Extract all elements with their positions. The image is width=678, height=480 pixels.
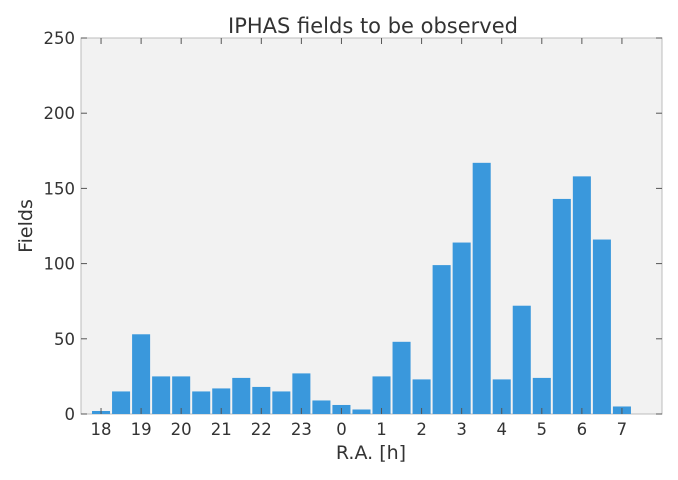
bar-23 [552,198,571,414]
bar-5 [192,391,211,414]
x-tick-label-1: 19 [131,420,152,439]
bar-19 [472,162,491,414]
y-tick-label-0: 0 [65,405,76,424]
x-tick-label-11: 5 [537,420,548,439]
bar-2 [132,334,151,414]
bar-10 [292,373,311,414]
x-tick-label-10: 4 [496,420,507,439]
y-tick-label-2: 100 [44,255,76,274]
y-tick-label-4: 200 [44,104,76,123]
bar-11 [312,400,331,414]
bar-17 [432,265,451,414]
y-axis: 0 50 100 150 200 250 [44,29,662,424]
bar-16 [412,379,431,414]
bar-14 [372,376,391,414]
bar-25 [592,239,611,414]
bar-18 [452,242,471,414]
y-tick-label-5: 250 [44,29,76,48]
bar-9 [272,391,291,414]
bar-1 [112,391,131,414]
bar-20 [492,379,511,414]
x-tick-label-9: 3 [456,420,467,439]
bars-group [92,162,631,414]
y-tick-label-3: 150 [44,179,76,198]
chart-title: IPHAS fields to be observed [228,14,518,38]
bar-24 [572,176,591,414]
x-tick-label-0: 18 [91,420,112,439]
y-tick-label-1: 50 [54,330,75,349]
bar-22 [532,377,551,414]
x-axis-label: R.A. [h] [336,442,406,464]
bar-6 [212,388,231,414]
bar-4 [172,376,191,414]
x-tick-label-6: 0 [336,420,347,439]
bar-7 [232,377,251,414]
bar-21 [512,305,531,414]
x-tick-label-8: 2 [416,420,427,439]
bar-13 [352,409,371,414]
x-tick-label-2: 20 [171,420,192,439]
x-tick-label-12: 6 [577,420,588,439]
bar-3 [152,376,171,414]
x-tick-label-7: 1 [376,420,387,439]
x-axis: 18 19 20 21 22 23 0 1 2 3 4 5 6 7 [91,38,628,439]
bar-8 [252,386,271,414]
bar-15 [392,341,411,414]
x-tick-label-13: 7 [617,420,628,439]
x-tick-label-4: 22 [251,420,272,439]
x-tick-label-5: 23 [291,420,312,439]
y-axis-label: Fields [15,199,37,253]
x-tick-label-3: 21 [211,420,232,439]
